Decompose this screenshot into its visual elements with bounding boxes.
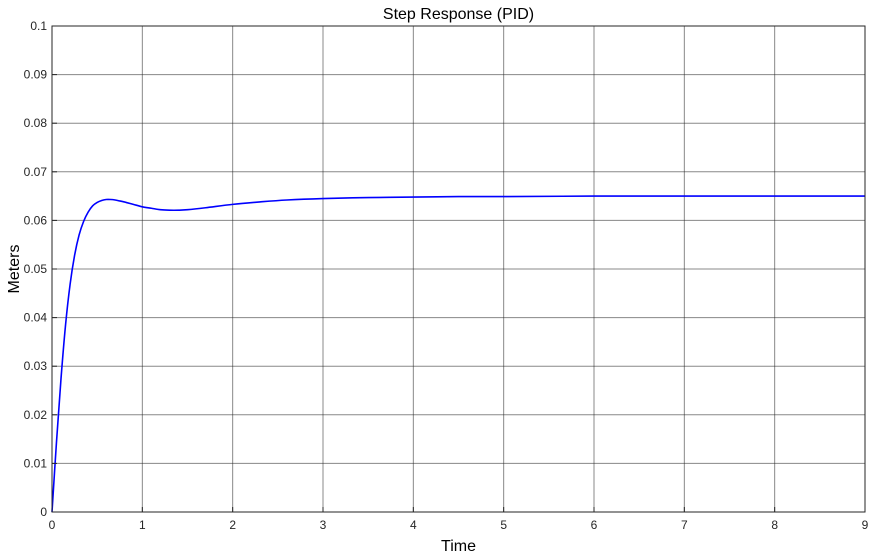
- y-tick-labels: 0 0.01 0.02 0.03 0.04 0.05 0.06 0.07 0.08 0.09 0.1: [24, 19, 57, 519]
- x-tick-label: 6: [591, 518, 598, 532]
- y-tick-label: 0.01: [24, 456, 48, 470]
- grid-lines: [52, 26, 865, 512]
- series-line-0: [51, 195, 865, 513]
- y-tick-label: 0.09: [24, 68, 48, 82]
- x-tick-label: 5: [500, 518, 507, 532]
- y-tick-label: 0.05: [24, 262, 48, 276]
- series-layer: [51, 195, 865, 513]
- x-tick-label: 2: [229, 518, 236, 532]
- x-tick-label: 7: [681, 518, 688, 532]
- y-tick-label: 0.06: [24, 213, 48, 227]
- y-tick-label: 0.04: [24, 311, 48, 325]
- y-tick-label: 0.07: [24, 165, 48, 179]
- x-tick-label: 9: [862, 518, 869, 532]
- x-tick-label: 3: [320, 518, 327, 532]
- x-tick-label: 0: [49, 518, 56, 532]
- y-tick-label: 0.02: [24, 408, 48, 422]
- y-tick-label: 0.03: [24, 359, 48, 373]
- x-tick-label: 1: [139, 518, 146, 532]
- x-tick-label: 8: [771, 518, 778, 532]
- x-tick-label: 4: [410, 518, 417, 532]
- x-tick-labels: 0 1 2 3 4 5 6 7 8 9: [49, 507, 869, 532]
- y-tick-label: 0.1: [30, 19, 47, 33]
- y-tick-label: 0: [40, 505, 47, 519]
- y-tick-label: 0.08: [24, 116, 48, 130]
- chart-title: Step Response (PID): [383, 6, 534, 23]
- x-axis-title: Time: [441, 538, 476, 555]
- y-axis-title: Meters: [6, 245, 23, 294]
